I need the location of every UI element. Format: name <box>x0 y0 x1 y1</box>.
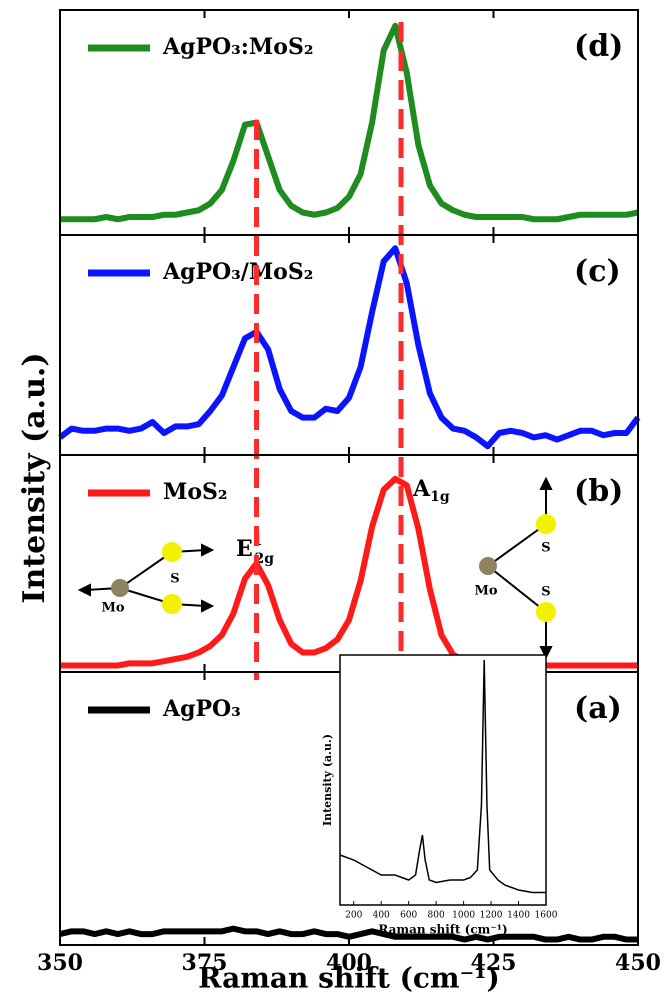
peak-annotation: A1g <box>412 476 450 505</box>
panel-label: (b) <box>574 474 623 509</box>
annotation-sub: 1g <box>430 489 450 505</box>
legend-label: AgPO₃:MoS₂ <box>162 34 313 60</box>
annotation-base: A <box>412 476 431 502</box>
panel-label: (a) <box>574 691 622 726</box>
inset-x-tick-label: 800 <box>428 911 445 921</box>
legend-label: AgPO₃ <box>162 696 241 722</box>
panel-label: (d) <box>574 29 623 64</box>
inset-frame <box>339 654 547 906</box>
diagram-label: S <box>541 541 550 556</box>
inset-x-tick-label: 400 <box>373 911 390 921</box>
inset-y-label: Intensity (a.u.) <box>321 734 334 826</box>
panel-frame <box>59 9 639 236</box>
spectrum-line <box>60 475 638 669</box>
x-axis-label: Raman shift (cm⁻¹) <box>198 962 500 995</box>
inset-x-tick-label: 600 <box>400 911 417 921</box>
inset-x-label: Raman shift (cm⁻¹) <box>378 923 507 937</box>
inset-x-tick-label: 200 <box>345 911 362 921</box>
spectrum-line <box>59 925 638 943</box>
x-tick-label: 450 <box>615 950 661 976</box>
left-molecule <box>77 542 215 614</box>
x-tick-label: 400 <box>326 950 372 976</box>
diagram-label: S <box>541 585 550 600</box>
panel-label: (c) <box>574 254 621 289</box>
spectrum-line <box>60 22 639 223</box>
legend-label: AgPO₃/MoS₂ <box>162 259 313 285</box>
x-tick-label: 350 <box>37 950 83 976</box>
inset-x-tick-label: 1400 <box>507 911 530 921</box>
inset-x-tick-label: 1600 <box>535 911 558 921</box>
spectrum-line <box>58 245 641 450</box>
diagram-label: Mo <box>101 601 124 616</box>
annotation-base: E <box>236 536 253 562</box>
diagram-label: Mo <box>474 584 497 599</box>
y-axis-label: Intensity (a.u.) <box>17 352 52 603</box>
x-tick-label: 425 <box>471 950 517 976</box>
inset-x-tick-label: 1000 <box>452 911 475 921</box>
right-molecule <box>479 476 556 660</box>
legend-label: MoS₂ <box>163 479 228 505</box>
x-tick-label: 375 <box>182 950 228 976</box>
inset-x-tick-label: 1200 <box>480 911 503 921</box>
inset-line <box>339 659 546 894</box>
diagram-label: S <box>170 572 179 587</box>
